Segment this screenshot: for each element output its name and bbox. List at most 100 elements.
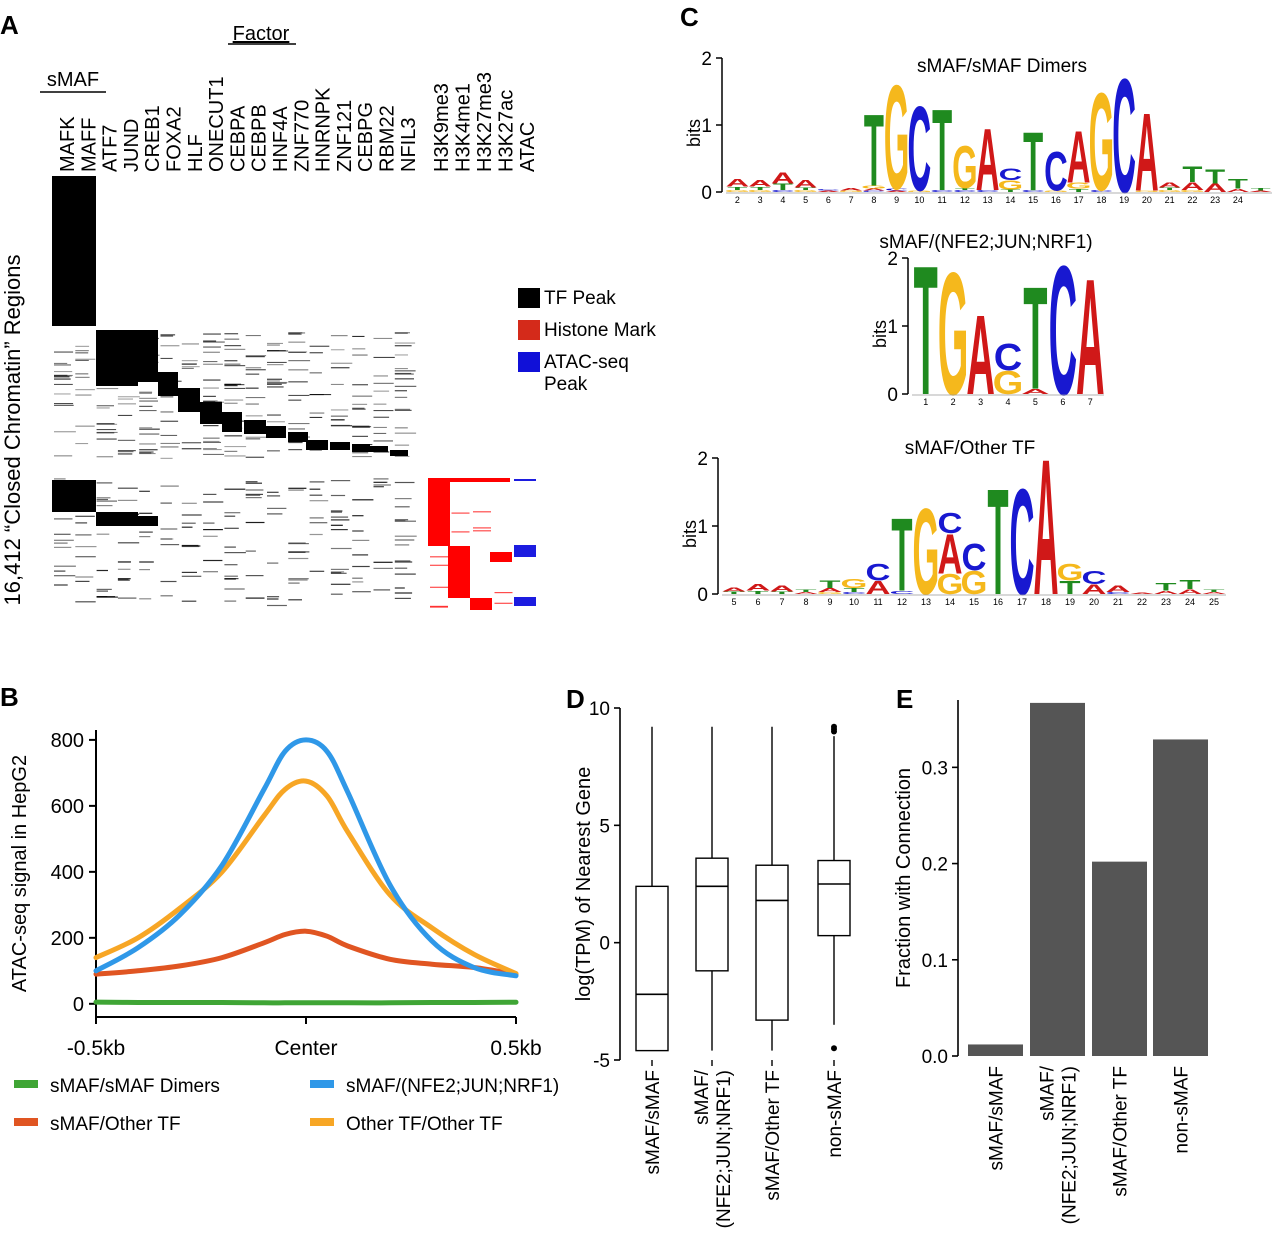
logo-letter: C (1021, 189, 1045, 192)
tf-peak-line (309, 517, 324, 519)
position-label: 5 (1033, 397, 1038, 407)
tf-peak-line (309, 481, 325, 483)
tf-peak-line (394, 444, 410, 446)
tf-peak-block (136, 360, 156, 382)
tf-peak-line (245, 373, 260, 375)
factor-label: CEBPG (355, 102, 377, 172)
tf-peak-line (330, 516, 349, 518)
histone-mark-line (451, 512, 470, 514)
logo-letter: A (1021, 387, 1050, 396)
position-label: 5 (731, 597, 736, 607)
tf-peak-line (267, 562, 279, 564)
tf-peak-line (160, 485, 179, 487)
tf-peak-line (224, 414, 242, 416)
series-line (93, 737, 519, 979)
logo-letter: T (723, 591, 744, 595)
logo-letter: C (1044, 141, 1068, 203)
tf-peak-block (158, 372, 178, 396)
tf-peak-line (54, 584, 68, 586)
tf-peak-line (224, 575, 238, 577)
tf-peak-line (245, 335, 261, 337)
tf-peak-line (309, 394, 332, 396)
tf-peak-line (267, 450, 280, 452)
position-label: 13 (921, 597, 931, 607)
logo-letter: G (1134, 190, 1160, 192)
position-label: 8 (803, 597, 808, 607)
logo-letter: G (1043, 190, 1069, 192)
logo-letter: T (1203, 589, 1224, 593)
logo-letter: G (838, 190, 864, 192)
tf-peak-line (117, 370, 131, 372)
legend-label: sMAF/Other TF (50, 1114, 181, 1135)
tf-peak-line (245, 355, 267, 357)
tf-peak-line (330, 494, 346, 497)
tf-peak-line (54, 539, 74, 541)
logo-letter: A (1181, 180, 1205, 192)
position-label: 20 (1142, 195, 1152, 205)
tf-peak-line (267, 507, 287, 509)
logo-letter: A (862, 188, 886, 191)
factor-label: ONECUT1 (206, 76, 228, 172)
tf-peak-line (267, 596, 280, 598)
y-tick-label: 1 (887, 317, 898, 338)
position-label: 4 (1005, 397, 1010, 407)
tf-peak-line (330, 480, 351, 482)
histone-mark-line (430, 531, 448, 533)
tf-peak-line (330, 335, 348, 337)
tf-peak-line (288, 557, 309, 560)
tf-peak-line (160, 538, 174, 540)
histone-mark-block (470, 604, 490, 610)
logo-letter: T (864, 94, 884, 208)
tf-peak-line (330, 519, 350, 521)
tf-peak-line (352, 581, 364, 583)
tf-peak-line (96, 423, 118, 425)
logo-letter: C (889, 590, 914, 595)
tf-peak-line (245, 521, 265, 524)
tf-peak-line (117, 363, 134, 365)
logo-letter: C (938, 507, 963, 539)
tf-peak-line (394, 408, 411, 410)
legend-swatch (14, 1080, 38, 1088)
tf-peak-line (373, 451, 390, 453)
position-label: 12 (960, 195, 970, 205)
factor-label: HNF4A (270, 106, 292, 172)
tf-peak-line (352, 384, 368, 386)
tf-peak-line (181, 526, 193, 528)
histone-mark-line (473, 527, 491, 529)
tf-peak-line (245, 397, 266, 399)
tf-peak-line (224, 402, 238, 404)
logo-letter: G (1089, 65, 1115, 221)
tf-peak-line (330, 583, 351, 585)
tf-peak-line (267, 604, 287, 607)
tf-peak-line (203, 416, 225, 418)
tf-peak-line (373, 337, 393, 339)
position-label: 23 (1161, 597, 1171, 607)
tf-peak-line (203, 571, 218, 573)
tf-peak-line (309, 449, 322, 451)
mark-label: H3K27ac (496, 90, 518, 172)
tf-peak-line (96, 482, 113, 484)
logo-letter: T (819, 578, 841, 590)
tf-peak-line (203, 440, 220, 442)
tf-peak-line (394, 432, 417, 434)
tf-peak-line (224, 446, 247, 448)
tf-peak-line (288, 441, 303, 443)
x-tick-label: 0.5kb (490, 1037, 541, 1060)
tf-peak-line (267, 350, 289, 352)
tf-peak-line (117, 450, 136, 452)
factor-header: Factor (233, 23, 290, 45)
position-label: 22 (1187, 195, 1197, 205)
y-axis-label: log(TPM) of Nearest Gene (573, 767, 595, 1002)
tf-peak-line (373, 390, 390, 392)
position-label: 20 (1089, 597, 1099, 607)
logo-letter: T (1059, 577, 1080, 598)
position-label: 5 (803, 195, 808, 205)
tf-peak-line (181, 600, 197, 602)
tf-peak-line (394, 560, 411, 562)
tf-peak-line (139, 354, 160, 356)
tf-peak-line (373, 481, 387, 483)
logo-letter: A (722, 586, 747, 592)
factor-label: CEBPA (227, 105, 249, 172)
logo-letter: A (748, 178, 772, 188)
panel-label-d: D (566, 684, 585, 714)
